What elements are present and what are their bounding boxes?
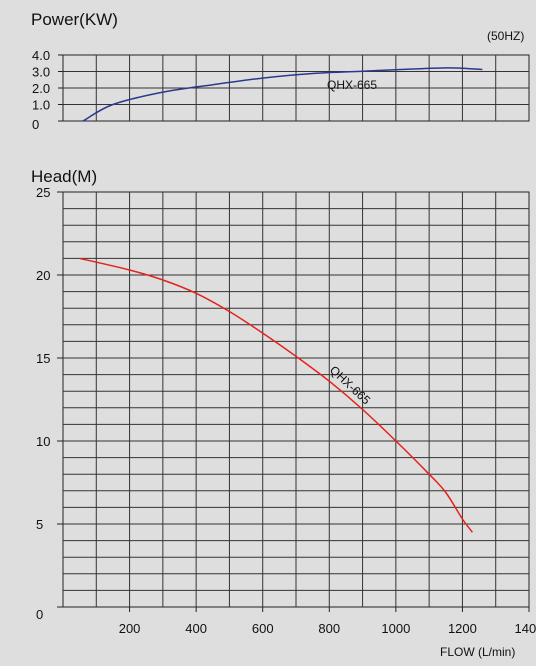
power-chart-y-ticks: 0 1.0 2.03.0 4.0 (32, 48, 63, 132)
head-curve-line (79, 257, 474, 533)
power-series-label: QHX-665 (327, 78, 377, 92)
head-y-tick-label: 10 (36, 434, 50, 449)
head-y-tick-label: 0 (36, 607, 43, 622)
head-x-tick-label: 1200 (448, 621, 477, 636)
head-chart-x-ticks: 200 400 600 800 1000 1200 1400 (119, 607, 536, 636)
head-x-tick-label: 600 (252, 621, 274, 636)
power-chart-title: Power(KW) (31, 10, 118, 29)
head-x-tick-label: 800 (318, 621, 340, 636)
power-y-tick-label: 0 (32, 117, 39, 132)
head-x-tick-label: 1400 (515, 621, 536, 636)
x-axis-label: FLOW (L/min) (440, 645, 515, 659)
head-y-tick-label: 25 (36, 185, 50, 200)
head-x-tick-label: 1000 (381, 621, 410, 636)
head-chart-y-ticks: 0 5 10 15 20 25 (36, 185, 63, 622)
power-y-tick-label: 1.0 (32, 98, 50, 113)
power-y-tick-label: 3.0 (32, 65, 50, 80)
head-chart-title: Head(M) (31, 167, 97, 186)
head-x-tick-label: 400 (185, 621, 207, 636)
head-y-tick-label: 15 (36, 351, 50, 366)
head-x-tick-label: 200 (119, 621, 141, 636)
frequency-label: (50HZ) (487, 29, 524, 43)
power-chart-grid (62, 54, 530, 122)
head-y-tick-label: 20 (36, 268, 50, 283)
power-y-tick-label: 2.0 (32, 81, 50, 96)
head-y-tick-label: 5 (36, 517, 43, 532)
power-y-tick-label: 4.0 (32, 48, 50, 63)
power-curve-line (82, 67, 483, 122)
head-chart-grid (62, 191, 530, 608)
